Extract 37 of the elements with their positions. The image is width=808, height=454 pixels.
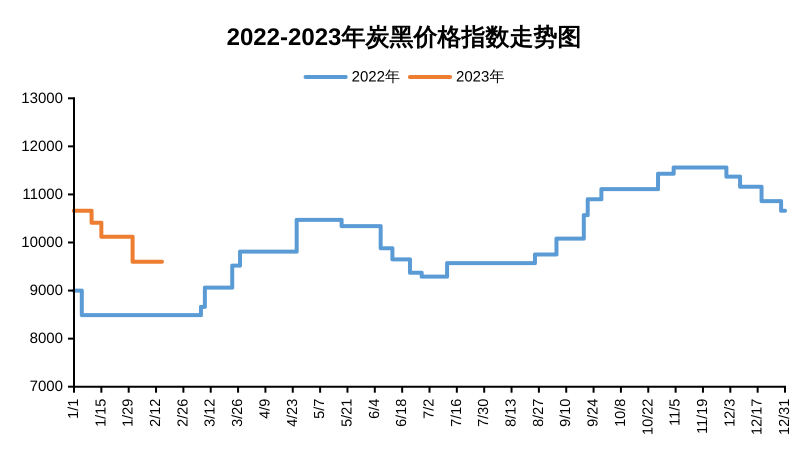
x-tick-label: 3/12 [202,398,219,427]
x-tick-label: 7/2 [422,398,438,419]
x-tick-label: 4/9 [257,398,274,419]
x-tick-label: 10/22 [640,398,656,435]
x-tick-label: 8/27 [530,398,547,427]
x-tick-label: 12/3 [722,398,738,427]
x-tick-label: 9/10 [558,398,574,427]
x-tick-label: 5/7 [312,398,328,419]
x-tick-label: 1/29 [120,398,137,427]
x-tick-label: 7/30 [476,398,492,427]
legend-label: 2023年 [456,68,504,86]
legend-label: 2022年 [352,68,400,86]
y-tick-label: 8000 [30,330,63,348]
y-tick-label: 7000 [30,378,63,396]
x-tick-label: 3/26 [230,398,246,427]
x-tick-label: 9/24 [586,398,602,427]
x-tick-label: 2/26 [175,398,192,427]
y-tick-label: 11000 [22,186,63,203]
y-tick-label: 10000 [21,234,63,251]
x-tick-label: 6/18 [394,398,410,427]
y-tick-label: 13000 [21,90,63,107]
x-tick-label: 5/21 [339,398,356,427]
x-tick-label: 6/4 [366,398,383,419]
x-tick-label: 12/31 [777,398,793,435]
x-tick-label: 2/12 [148,398,164,427]
y-tick-label: 12000 [21,138,63,155]
y-tick-label: 9000 [30,282,63,300]
x-tick-label: 1/15 [93,398,110,427]
x-tick-label: 10/8 [612,398,629,427]
x-tick-label: 8/13 [504,398,520,427]
x-tick-label: 11/19 [694,398,711,434]
x-tick-label: 7/16 [448,398,465,427]
x-tick-label: 11/5 [668,398,684,426]
x-tick-label: 12/17 [750,398,766,435]
x-tick-label: 1/1 [66,398,82,419]
x-tick-label: 4/23 [284,398,301,427]
title: 2022-2023年炭黑价格指数走势图 [226,24,582,51]
